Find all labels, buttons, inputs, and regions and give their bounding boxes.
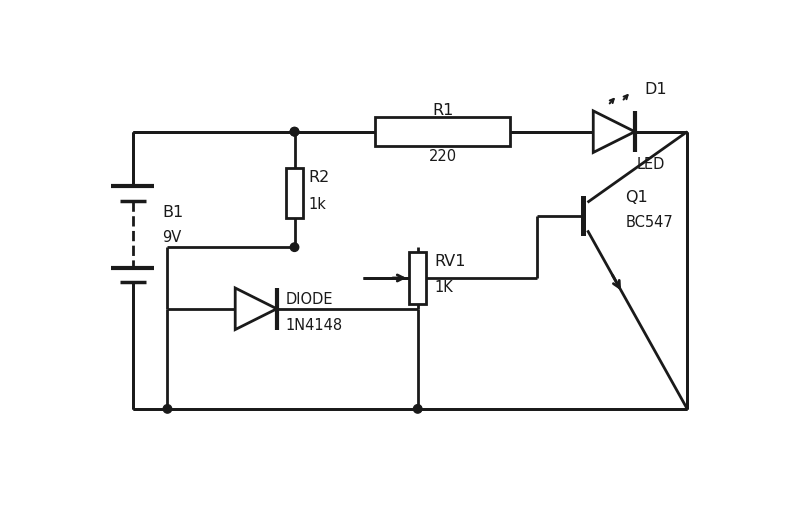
Circle shape [290, 127, 298, 136]
Circle shape [163, 405, 172, 413]
Circle shape [414, 405, 422, 413]
Text: Q1: Q1 [626, 190, 648, 205]
Polygon shape [594, 111, 635, 153]
Text: D1: D1 [644, 82, 666, 97]
Text: B1: B1 [162, 205, 183, 220]
Circle shape [290, 127, 298, 136]
Polygon shape [235, 288, 277, 330]
Text: BC547: BC547 [626, 215, 674, 230]
Text: LED: LED [636, 157, 665, 171]
Text: R1: R1 [432, 103, 454, 119]
Bar [581, 196, 586, 236]
Circle shape [290, 243, 298, 251]
Bar [286, 168, 303, 219]
Text: 1K: 1K [434, 280, 454, 295]
Text: 1N4148: 1N4148 [286, 318, 342, 333]
Text: 1k: 1k [308, 197, 326, 212]
Text: R2: R2 [308, 170, 330, 186]
Text: 220: 220 [429, 149, 457, 164]
Bar [375, 117, 510, 147]
Text: RV1: RV1 [434, 254, 466, 269]
Bar [410, 252, 426, 304]
Text: 9V: 9V [162, 230, 182, 245]
Text: DIODE: DIODE [286, 292, 333, 307]
